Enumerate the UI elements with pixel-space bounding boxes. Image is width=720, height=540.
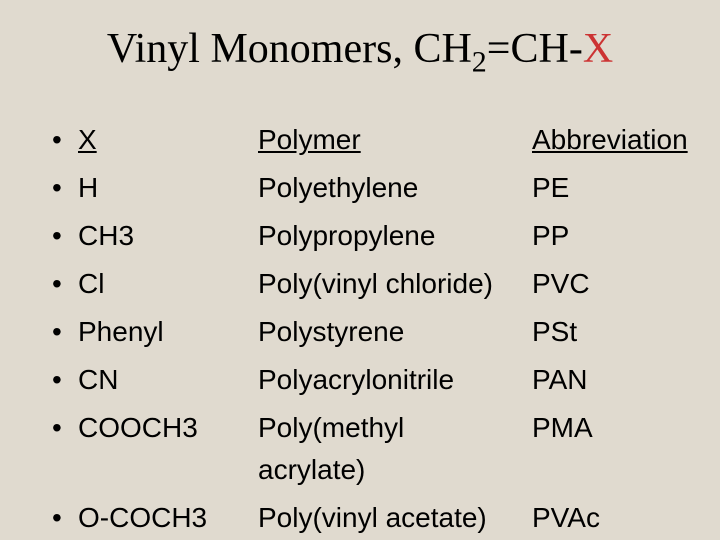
list-item: • Cl Poly(vinyl chloride) PVC xyxy=(52,263,680,305)
cell-abbrev: PMA xyxy=(518,407,680,449)
cell-polymer: Polypropylene xyxy=(258,215,518,257)
list-item: • H Polyethylene PE xyxy=(52,167,680,209)
bullet-icon: • xyxy=(52,167,78,209)
slide-container: Vinyl Monomers, CH2=CH-X • X Polymer Abb… xyxy=(0,0,720,540)
title-prefix: Vinyl Monomers, CH xyxy=(107,26,472,72)
cell-x: H xyxy=(78,167,258,209)
header-row: • X Polymer Abbreviation xyxy=(52,119,680,161)
bullet-icon: • xyxy=(52,215,78,257)
bullet-icon: • xyxy=(52,263,78,305)
cell-abbrev: PVC xyxy=(518,263,680,305)
cell-polymer: Polyacrylonitrile xyxy=(258,359,518,401)
title-x-highlight: X xyxy=(583,26,613,72)
cell-polymer: Polyethylene xyxy=(258,167,518,209)
cell-x: Phenyl xyxy=(78,311,258,353)
bullet-icon: • xyxy=(52,311,78,353)
cell-abbrev: PSt xyxy=(518,311,680,353)
content-list: • X Polymer Abbreviation • H Polyethylen… xyxy=(40,119,680,539)
cell-x: CH3 xyxy=(78,215,258,257)
cell-polymer: Poly(vinyl chloride) xyxy=(258,263,518,305)
header-polymer: Polymer xyxy=(258,119,518,161)
list-item: • CN Polyacrylonitrile PAN xyxy=(52,359,680,401)
list-item: • O-COCH3 Poly(vinyl acetate) PVAc xyxy=(52,497,680,539)
list-item: • COOCH3 Poly(methyl acrylate) PMA xyxy=(52,407,680,491)
bullet-icon: • xyxy=(52,497,78,539)
cell-x: COOCH3 xyxy=(78,407,258,449)
slide-title: Vinyl Monomers, CH2=CH-X xyxy=(40,25,680,79)
cell-polymer: Poly(vinyl acetate) xyxy=(258,497,518,539)
cell-x: Cl xyxy=(78,263,258,305)
cell-polymer: Poly(methyl acrylate) xyxy=(258,407,518,491)
header-x: X xyxy=(78,119,258,161)
cell-abbrev: PP xyxy=(518,215,680,257)
cell-x: O-COCH3 xyxy=(78,497,258,539)
cell-abbrev: PAN xyxy=(518,359,680,401)
list-item: • CH3 Polypropylene PP xyxy=(52,215,680,257)
cell-abbrev: PVAc xyxy=(518,497,680,539)
cell-polymer: Polystyrene xyxy=(258,311,518,353)
cell-x: CN xyxy=(78,359,258,401)
header-abbrev: Abbreviation xyxy=(518,119,688,161)
bullet-icon: • xyxy=(52,359,78,401)
title-subscript: 2 xyxy=(472,45,487,78)
bullet-icon: • xyxy=(52,407,78,449)
title-middle: =CH- xyxy=(487,26,583,72)
list-item: • Phenyl Polystyrene PSt xyxy=(52,311,680,353)
bullet-icon: • xyxy=(52,119,78,161)
cell-abbrev: PE xyxy=(518,167,680,209)
